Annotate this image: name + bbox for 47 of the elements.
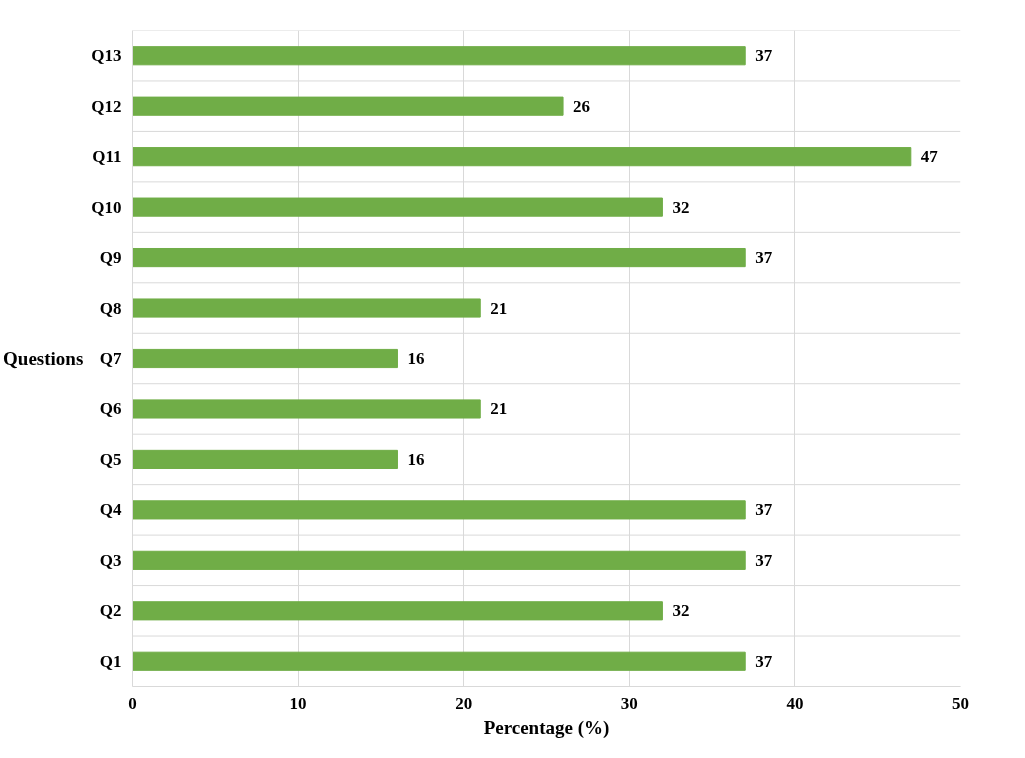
bar [132, 348, 398, 369]
y-tick-label: Q1 [99, 651, 122, 671]
bar [132, 197, 663, 217]
y-tick-label: Q12 [91, 96, 122, 116]
data-label: 37 [755, 248, 773, 268]
x-axis-title: Percentage (%) [483, 716, 610, 739]
x-tick-label: 30 [620, 693, 638, 713]
data-label: 16 [407, 349, 425, 368]
y-tick-label: Q5 [99, 449, 122, 469]
y-tick-label: Q3 [99, 550, 122, 570]
bar [132, 399, 481, 419]
y-tick-label: Q6 [99, 399, 122, 419]
data-label: 26 [573, 96, 591, 116]
y-tick-label: Q9 [99, 248, 122, 268]
x-tick-label: 20 [455, 693, 473, 713]
data-label: 16 [407, 449, 425, 469]
data-label: 47 [920, 147, 939, 167]
bar [132, 601, 663, 621]
x-tick-label: 10 [289, 693, 307, 713]
bar [132, 147, 912, 167]
x-tick-label: 0 [128, 693, 137, 713]
y-tick-label: Q4 [99, 500, 122, 520]
data-label: 21 [490, 399, 508, 419]
y-tick-label: Q2 [99, 601, 122, 621]
data-label: 32 [672, 197, 690, 217]
bar [132, 550, 746, 570]
data-label: 21 [490, 298, 508, 318]
y-tick-label: Q13 [91, 46, 122, 66]
data-label: 37 [755, 500, 773, 520]
y-tick-label: Q7 [99, 349, 122, 368]
bar [132, 500, 746, 520]
bar [132, 651, 746, 671]
x-tick-label: 40 [786, 693, 804, 713]
data-label: 37 [755, 651, 773, 671]
x-tick-label: 50 [952, 693, 969, 713]
y-axis-title: Questions [3, 348, 84, 369]
y-tick-label: Q10 [91, 197, 122, 217]
data-label: 32 [672, 601, 690, 621]
bar [132, 96, 564, 116]
bar [132, 449, 398, 470]
bar [132, 46, 746, 66]
data-label: 37 [755, 46, 773, 66]
bar [132, 298, 481, 318]
y-tick-label: Q8 [99, 298, 122, 318]
data-label: 37 [755, 550, 773, 570]
bar [132, 247, 746, 268]
y-tick-label: Q11 [92, 147, 122, 167]
